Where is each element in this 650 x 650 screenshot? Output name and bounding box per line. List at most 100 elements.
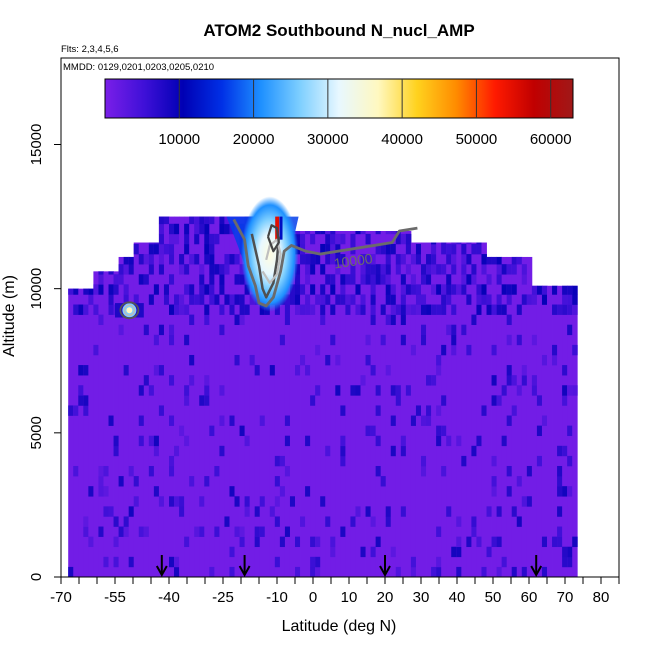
heatmap-cell [239,314,245,326]
heatmap-cell [295,536,301,548]
heatmap-cell [214,233,220,245]
heatmap-cell [315,231,321,235]
heatmap-cell [385,294,392,305]
heatmap-cell [158,223,165,235]
heatmap-cell [123,256,130,265]
heatmap-cell [501,304,508,315]
heatmap-cell [179,496,185,507]
heatmap-cell [426,264,432,275]
heatmap-cell [158,216,165,225]
heatmap-cell [431,566,437,577]
heatmap-cell [360,546,366,558]
x-tick-label: 0 [309,589,317,606]
heatmap-cell [436,556,442,568]
heatmap-cell [355,506,361,517]
heatmap-cell [536,285,543,295]
heatmap-cell [395,233,402,245]
heatmap-cell [108,506,114,517]
heatmap-cell [209,216,215,577]
heatmap-cell [234,314,240,326]
heatmap-cell [471,274,477,285]
heatmap-cell [330,231,336,235]
heatmap-cell [123,294,130,305]
x-axis: -70 -55 -40 -25 -10 0 10 20 30 40 50 60 70 80 [50,577,620,606]
heatmap-cell [506,314,513,326]
heatmap-cell [441,264,447,275]
heatmap-cell [138,274,145,285]
heatmap-cell [481,294,487,305]
heatmap-cell [189,284,195,295]
heatmap-cell [541,415,548,426]
heatmap-cell [93,271,99,577]
heatmap-cell [239,216,245,577]
heatmap-cell [169,334,175,346]
heatmap-cell [93,284,99,295]
heatmap-cell [320,304,326,315]
heatmap-cell [370,425,377,437]
heatmap-cell [335,354,341,366]
heatmap-cell [138,435,145,447]
heatmap-cell [68,288,74,295]
heatmap-cell [521,274,528,285]
heatmap-cell [390,546,397,558]
heatmap-cell [405,233,412,245]
heatmap-cell [163,216,170,225]
marker-arrow-head [155,565,168,578]
heatmap-cell [234,526,240,537]
heatmap-cell [138,254,145,265]
heatmap-cell [340,231,346,577]
contour-line [232,218,418,308]
heatmap-cell [219,264,225,275]
x-tick-label: -10 [266,589,288,606]
heatmap-cell [375,465,382,477]
heatmap-cell [461,254,467,265]
heatmap-cell [88,536,94,548]
colorbar-tick-label: 50000 [456,131,498,148]
heatmap-cell [390,284,397,295]
heatmap-cell [123,526,130,537]
heatmap-cell [340,526,346,537]
heatmap-cell [486,274,492,285]
heatmap-cell [436,365,442,376]
heatmap-cell [103,465,109,477]
heatmap-cell [506,415,513,426]
heatmap-cell [400,274,407,285]
heatmap-cell [219,216,225,577]
heatmap-cell [169,254,175,265]
heatmap-cell [557,476,563,487]
heatmap-cell [380,231,387,577]
heatmap-cell [461,274,467,285]
heatmap-cell [365,354,371,366]
heatmap-cell [471,314,477,326]
heatmap-cell [421,242,427,577]
heatmap-cell [254,526,261,537]
heatmap-cell [88,288,94,577]
heatmap-cell [184,395,190,406]
heatmap-cell [219,304,225,315]
plot-frame [60,57,620,578]
heatmap-cell [446,506,452,517]
y-axis-label: Altitude (m) [1,275,18,357]
heatmap-cell [244,506,251,517]
heatmap-cell [325,233,331,245]
heatmap-cell [375,231,382,577]
heatmap-cell [305,486,311,497]
heatmap-cell [496,395,503,406]
heatmap-cell [83,395,89,406]
heatmap-cell [169,324,175,336]
heatmap-cell [466,254,472,265]
heatmap-cell [511,264,518,275]
heatmap-cell [355,385,361,396]
heatmap-cell [133,476,140,487]
heatmap-cell [98,271,104,275]
heatmap-cell [466,242,472,245]
heatmap-cell [153,284,160,295]
heatmap-cell [310,395,316,406]
heatmap-cell [310,304,316,315]
heatmap-cell [73,465,79,477]
heatmap-cell [315,566,321,577]
heatmap-cell [410,304,417,315]
heatmap-cell [320,314,326,326]
heatmap-cell [174,496,180,507]
high-concentration-core [240,196,299,312]
